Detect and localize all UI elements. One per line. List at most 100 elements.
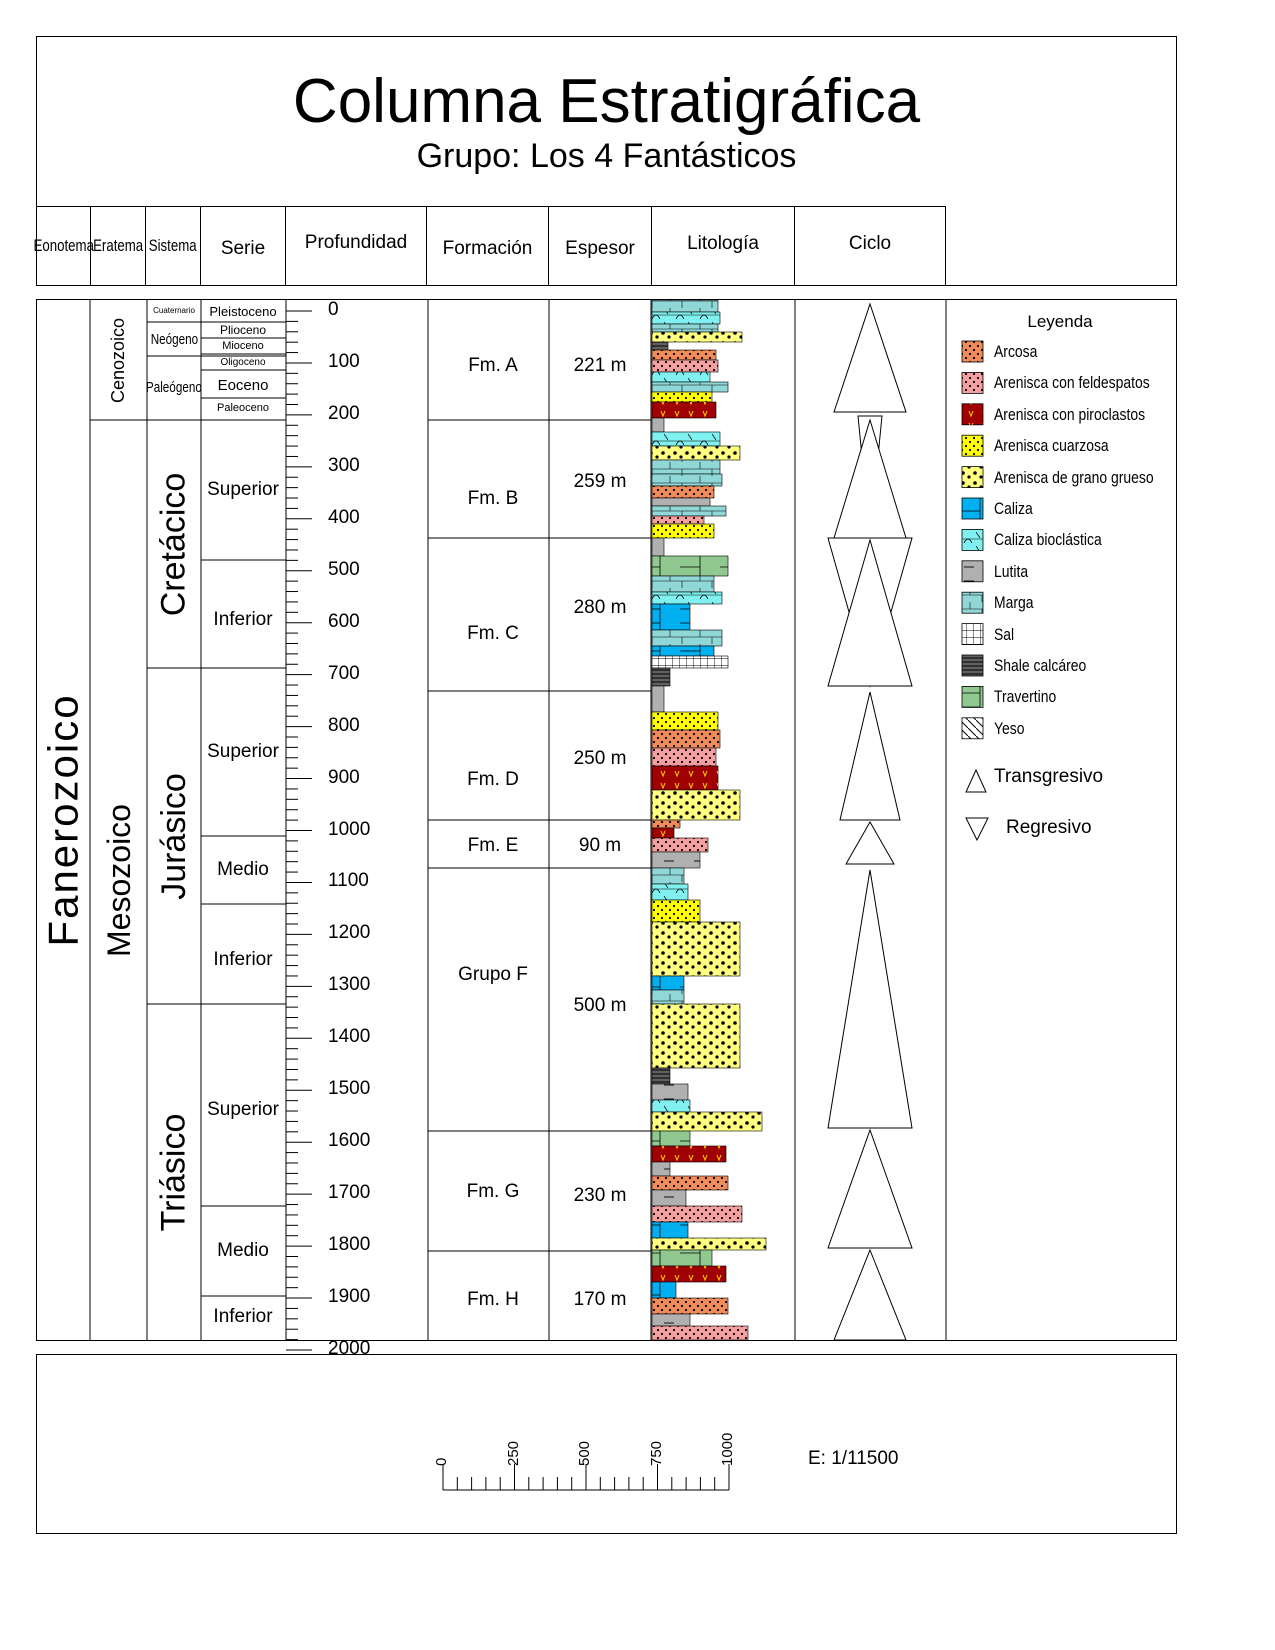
lithology-bed-pattern xyxy=(652,852,700,868)
legend-swatch-pattern xyxy=(962,560,983,582)
lithology-bed-pattern xyxy=(652,884,688,900)
depth-label: 0 xyxy=(328,299,339,320)
lithology-bed-pattern xyxy=(652,1100,690,1112)
depth-label: 1700 xyxy=(328,1182,371,1204)
depth-label: 1900 xyxy=(328,1286,371,1308)
depth-label: 900 xyxy=(328,766,360,788)
lithology-bed-pattern xyxy=(652,1112,762,1131)
lithology-bed-pattern xyxy=(652,1298,728,1314)
lithology-bed-pattern xyxy=(652,1190,686,1206)
lithology-bed-pattern xyxy=(652,990,684,1004)
series-jur-medio: Medio xyxy=(217,859,269,880)
depth-label: 400 xyxy=(328,506,360,528)
legend-swatch-pattern xyxy=(962,655,983,676)
lithology-bed-pattern xyxy=(652,868,684,884)
scale-tick-label: 500 xyxy=(576,1440,593,1466)
series-oligoceno: Oligoceno xyxy=(220,356,266,368)
cycle-transgressive xyxy=(839,691,901,821)
lithology-bed-pattern xyxy=(652,516,704,524)
lithology-bed-pattern xyxy=(652,350,716,360)
lithology-bed-pattern xyxy=(652,1004,740,1068)
legend-item-label: Arenisca con feldespatos xyxy=(994,373,1150,393)
eon-label: Fanerozoico xyxy=(39,693,87,947)
era-cenozoico: Cenozoico xyxy=(108,317,129,403)
series-jur-superior: Superior xyxy=(207,741,279,762)
scale-tick-label: 0 xyxy=(433,1457,450,1466)
legend-swatch-pattern xyxy=(962,341,983,362)
cycle-transgressive xyxy=(827,869,913,1129)
system-neogeno: Neógeno xyxy=(150,330,198,348)
cycle-transgressive xyxy=(833,1248,907,1341)
formation-name: Fm. G xyxy=(466,1181,520,1202)
formation-name: Fm. H xyxy=(467,1289,519,1310)
legend-swatch-pattern xyxy=(962,435,983,457)
scale-tick-label: 250 xyxy=(504,1440,522,1466)
legend-swatch-pattern xyxy=(962,372,983,394)
formation-name: Fm. B xyxy=(467,488,519,509)
depth-label: 300 xyxy=(328,454,360,476)
era-mesozoico: Mesozoico xyxy=(100,803,137,957)
lithology-bed-pattern xyxy=(652,1266,726,1282)
lithology-bed-pattern xyxy=(652,432,720,446)
lithology-bed-pattern xyxy=(652,538,664,556)
legend-swatch-pattern xyxy=(962,717,983,739)
lithology-bed-pattern xyxy=(652,576,714,592)
lithology-bed-pattern xyxy=(652,1206,742,1222)
lithology-bed-pattern xyxy=(652,766,718,790)
depth-label: 1200 xyxy=(328,922,371,944)
legend-regresivo: Regresivo xyxy=(1006,817,1092,838)
formation-thickness: 250 m xyxy=(573,748,627,769)
formation-thickness: 90 m xyxy=(578,835,622,856)
legend-swatch-pattern xyxy=(962,403,983,425)
lithology-bed-pattern xyxy=(652,1068,670,1084)
lithology-bed-pattern xyxy=(652,646,714,656)
depth-label: 500 xyxy=(328,558,360,580)
formation-thickness: 259 m xyxy=(573,471,627,492)
legend-item-label: Arenisca con piroclastos xyxy=(994,404,1146,424)
series-eoceno: Eoceno xyxy=(217,376,269,394)
scale-ratio: E: 1/11500 xyxy=(808,1448,899,1469)
legend-item-label: Arenisca de grano grueso xyxy=(994,467,1154,487)
formation-thickness: 170 m xyxy=(573,1289,627,1310)
system-cuaternario: Cuaternario xyxy=(153,305,195,315)
lithology-bed-pattern xyxy=(652,900,700,922)
cycle-transgressive xyxy=(833,418,907,539)
legend-item-label: Arenisca cuarzosa xyxy=(994,436,1109,456)
legend-swatch-pattern xyxy=(962,529,983,551)
regresivo-icon xyxy=(965,817,989,842)
formation-thickness: 230 m xyxy=(573,1185,627,1206)
depth-label: 1800 xyxy=(328,1234,371,1256)
lithology-bed-pattern xyxy=(652,630,722,646)
system-triasico: Triásico xyxy=(154,1113,193,1231)
lithology-bed-pattern xyxy=(652,324,718,332)
lithology-bed-pattern xyxy=(652,382,728,392)
formation-thickness: 280 m xyxy=(573,597,627,618)
lithology-bed-pattern xyxy=(652,1238,766,1250)
legend-item-label: Marga xyxy=(994,593,1034,613)
scale-tick-label: 1000 xyxy=(719,1432,736,1466)
legend-swatch-pattern xyxy=(962,623,983,645)
lithology-bed-pattern xyxy=(652,556,728,576)
legend-item-label: Caliza bioclástica xyxy=(994,530,1102,550)
legend-transgresivo: Transgresivo xyxy=(994,766,1104,787)
lithology-bed-pattern xyxy=(652,1162,670,1176)
legend-item-label: Yeso xyxy=(994,718,1025,738)
lithology-bed-pattern xyxy=(652,446,740,460)
series-pleistoceno: Pleistoceno xyxy=(209,303,277,319)
depth-label: 1000 xyxy=(328,818,371,840)
scale-frame xyxy=(36,1354,1177,1534)
series-jur-inferior: Inferior xyxy=(213,949,273,970)
legend-item-label: Travertino xyxy=(994,687,1057,707)
lithology-bed-pattern xyxy=(652,1146,726,1162)
lithology-bed-pattern xyxy=(652,402,716,418)
legend-item-label: Sal xyxy=(994,624,1015,644)
lithology-bed-pattern xyxy=(652,342,668,350)
lithology-bed-pattern xyxy=(652,1282,676,1298)
lithology-bed-pattern xyxy=(652,712,718,730)
lithology-bed-pattern xyxy=(652,360,718,372)
depth-label: 1400 xyxy=(328,1026,371,1048)
lithology-bed-pattern xyxy=(652,976,684,990)
cycle-transgressive xyxy=(845,820,895,865)
lithology-bed-pattern xyxy=(652,730,720,748)
legend-swatch-pattern xyxy=(962,498,983,519)
